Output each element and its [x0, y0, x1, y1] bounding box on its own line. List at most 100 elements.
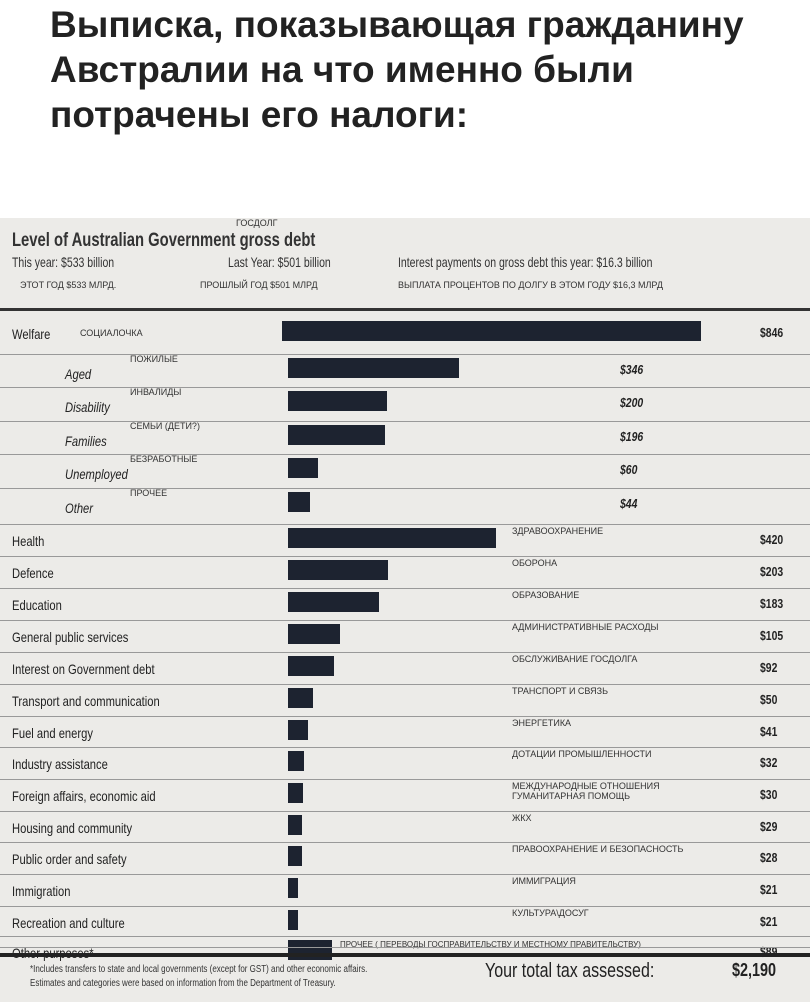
bar — [288, 528, 496, 548]
row-divider — [0, 947, 810, 948]
footnote-2: Estimates and categories were based on i… — [30, 978, 336, 989]
row-label: Interest on Government debt — [12, 661, 155, 677]
divider — [0, 308, 810, 311]
row-divider — [0, 354, 810, 355]
row-label: Health — [12, 533, 45, 549]
row-label-ru: АДМИНИСТРАТИВНЫЕ РАСХОДЫ — [512, 622, 659, 632]
row-label: Immigration — [12, 883, 71, 899]
row-label-ru: БЕЗРАБОТНЫЕ — [130, 454, 198, 464]
row-value: $29 — [760, 819, 778, 834]
interest-payments: Interest payments on gross debt this yea… — [398, 254, 653, 270]
footnote-1: *Includes transfers to state and local g… — [30, 964, 368, 975]
row-divider — [0, 811, 810, 812]
bar — [288, 910, 299, 930]
bar — [288, 624, 340, 644]
row-value: $346 — [620, 362, 644, 377]
row-value: $44 — [620, 496, 638, 511]
bar — [288, 751, 304, 771]
total-label: Your total tax assessed: — [485, 960, 655, 982]
row-label: Industry assistance — [12, 756, 108, 772]
debt-title: Level of Australian Government gross deb… — [12, 230, 316, 251]
row-label: Public order and safety — [12, 851, 127, 867]
row-value: $196 — [620, 429, 644, 444]
row-label: Defence — [12, 565, 54, 581]
bar — [288, 592, 379, 612]
row-label-ru: ПРОЧЕЕ ( ПЕРЕВОДЫ ГОСПРАВИТЕЛЬСТВУ И МЕС… — [340, 940, 641, 949]
row-label: Disability — [65, 399, 110, 415]
bar — [288, 940, 333, 960]
row-value: $30 — [760, 787, 778, 802]
row-label-ru: СЕМЬИ (ДЕТИ?) — [130, 421, 200, 431]
row-value: $105 — [760, 628, 784, 643]
row-value: $846 — [760, 325, 784, 340]
row-divider — [0, 716, 810, 717]
row-label: Other — [65, 500, 94, 516]
bar — [288, 425, 386, 445]
row-divider — [0, 454, 810, 455]
row-divider — [0, 684, 810, 685]
row-label: Recreation and culture — [12, 915, 125, 931]
row-label: Transport and communication — [12, 693, 160, 709]
bar — [288, 492, 310, 512]
row-label-ru: ДОТАЦИИ ПРОМЫШЛЕННОСТИ — [512, 749, 652, 759]
row-value: $200 — [620, 395, 644, 410]
row-value: $92 — [760, 660, 778, 675]
row-value: $41 — [760, 724, 778, 739]
bar — [288, 458, 318, 478]
row-label: Education — [12, 597, 62, 613]
row-divider — [0, 620, 810, 621]
row-value: $203 — [760, 564, 784, 579]
row-label-ru: ТРАНСПОРТ И СВЯЗЬ — [512, 686, 608, 696]
row-label: Aged — [65, 366, 92, 382]
row-label-ru: ИММИГРАЦИЯ — [512, 876, 576, 886]
row-label: Welfare — [12, 326, 51, 342]
row-divider — [0, 779, 810, 780]
last-year: Last Year: $501 billion — [228, 254, 331, 270]
last-year-ru: ПРОШЛЫЙ ГОД $501 МЛРД — [200, 280, 318, 290]
row-label-ru: МЕЖДУНАРОДНЫЕ ОТНОШЕНИЯ ГУМАНИТАРНАЯ ПОМ… — [512, 781, 660, 801]
row-label-ru: ОБРАЗОВАНИЕ — [512, 590, 580, 600]
bar — [288, 720, 309, 740]
bar — [288, 656, 334, 676]
row-divider — [0, 524, 810, 525]
row-value: $28 — [760, 850, 778, 865]
row-label: Fuel and energy — [12, 725, 93, 741]
row-label-ru: ОБОРОНА — [512, 558, 558, 568]
row-label-ru: ИНВАЛИДЫ — [130, 387, 182, 397]
this-year-ru: ЭТОТ ГОД $533 МЛРД. — [20, 280, 117, 290]
row-divider — [0, 842, 810, 843]
row-value: $183 — [760, 596, 784, 611]
row-label: General public services — [12, 629, 129, 645]
tax-receipt: ГОСДОЛГ Level of Australian Government g… — [0, 218, 810, 1002]
row-divider — [0, 652, 810, 653]
caption-title: Выписка, показывающая гражданину Австрал… — [50, 4, 744, 135]
row-label-ru: ПРОЧЕЕ — [130, 488, 168, 498]
row-divider — [0, 906, 810, 907]
row-label-ru: ЖКХ — [512, 813, 532, 823]
row-divider — [0, 387, 810, 388]
bar — [282, 321, 701, 341]
row-divider — [0, 488, 810, 489]
row-label-ru: ПОЖИЛЫЕ — [130, 354, 178, 364]
row-divider — [0, 874, 810, 875]
row-value: $420 — [760, 532, 784, 547]
row-label-ru: ПРАВООХРАНЕНИЕ И БЕЗОПАСНОСТЬ — [512, 844, 684, 854]
row-label-ru: ЭНЕРГЕТИКА — [512, 718, 572, 728]
bar — [288, 878, 299, 898]
row-divider — [0, 421, 810, 422]
this-year: This year: $533 billion — [12, 254, 115, 270]
bar — [288, 846, 302, 866]
bar — [288, 358, 460, 378]
bar — [288, 560, 389, 580]
row-label-ru: ОБСЛУЖИВАНИЕ ГОСДОЛГА — [512, 654, 638, 664]
divider — [0, 953, 810, 957]
row-label: Unemployed — [65, 466, 128, 482]
row-label-ru: КУЛЬТУРА\ДОСУГ — [512, 908, 589, 918]
row-value: $60 — [620, 462, 638, 477]
row-label-ru: ЗДРАВООХРАНЕНИЕ — [512, 526, 604, 536]
row-label-ru: СОЦИАЛОЧКА — [80, 328, 143, 338]
row-label: Housing and community — [12, 820, 133, 836]
row-divider — [0, 556, 810, 557]
bar — [288, 391, 387, 411]
row-value: $50 — [760, 692, 778, 707]
